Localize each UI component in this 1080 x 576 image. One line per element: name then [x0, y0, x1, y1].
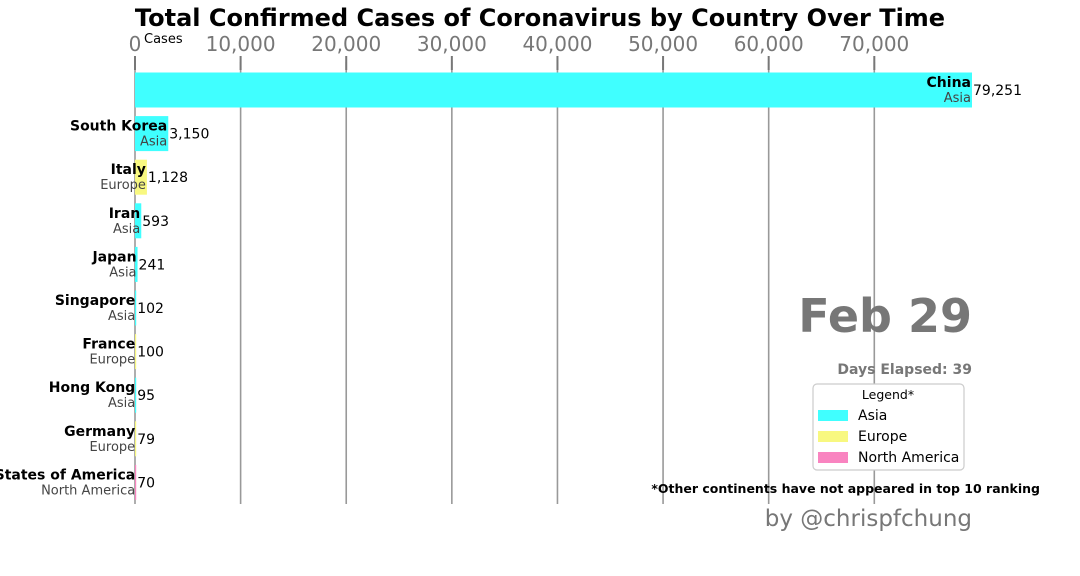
bar [135, 334, 137, 370]
date-label: Feb 29 [798, 289, 972, 343]
value-label: 1,128 [148, 170, 188, 186]
bar [135, 72, 972, 108]
continent-label: Asia [113, 222, 140, 237]
value-label: 593 [142, 214, 169, 230]
legend-swatch [818, 452, 848, 463]
continent-label: Europe [100, 178, 146, 193]
chart-title-text: Total Confirmed Cases of Coronavirus by … [134, 4, 946, 32]
country-label: Hong Kong [49, 380, 135, 396]
country-label: Singapore [55, 293, 135, 309]
legend-entry: Europe [858, 429, 907, 445]
x-tick-label: 20,000 [311, 32, 381, 56]
footnote: *Other continents have not appeared in t… [651, 481, 1040, 496]
legend-box [812, 383, 965, 471]
value-label: 102 [137, 301, 164, 317]
legend-entry: Asia [858, 408, 887, 424]
chart-title: Total Confirmed Cases of Coronavirus by … [0, 4, 1080, 32]
continent-label: Asia [108, 396, 135, 411]
bar [135, 421, 137, 457]
x-tick-label: 60,000 [734, 32, 804, 56]
continent-label: North America [41, 483, 135, 498]
bar [135, 290, 137, 326]
continent-label: Europe [89, 353, 135, 368]
country-label: France [82, 337, 135, 353]
x-tick-label: 30,000 [417, 32, 487, 56]
x-tick-label: 10,000 [206, 32, 276, 56]
x-tick-label: 40,000 [522, 32, 592, 56]
bar [135, 203, 142, 239]
country-label: Germany [64, 424, 135, 440]
credit: by @chrispfchung [765, 506, 972, 532]
bar [135, 116, 169, 152]
x-tick-label: 70,000 [839, 32, 909, 56]
x-tick-label: 0 [129, 32, 142, 56]
value-label: 100 [137, 345, 164, 361]
value-label: 95 [137, 388, 155, 404]
bar [135, 464, 137, 500]
continent-label: Europe [89, 440, 135, 455]
country-label: Iran [109, 206, 141, 222]
continent-label: Asia [944, 91, 971, 106]
x-axis-label: Cases [144, 32, 183, 47]
continent-label: Asia [140, 135, 167, 150]
country-label: South Korea [70, 119, 167, 135]
continent-label: Asia [108, 309, 135, 324]
legend-entry: North America [858, 450, 959, 466]
bar [135, 377, 137, 413]
bar [135, 159, 147, 195]
legend-title: Legend* [862, 387, 914, 402]
value-label: 79 [137, 432, 155, 448]
value-label: 241 [139, 257, 166, 273]
value-label: 79,251 [973, 83, 1022, 99]
bar [135, 246, 138, 282]
x-tick-label: 50,000 [628, 32, 698, 56]
days-elapsed: Days Elapsed: 39 [837, 362, 972, 378]
country-label: United States of America [0, 467, 135, 483]
value-label: 70 [137, 475, 155, 491]
country-label: China [927, 75, 971, 91]
value-label: 3,150 [169, 127, 209, 143]
legend-swatch [818, 431, 848, 442]
legend-swatch [818, 410, 848, 421]
continent-label: Asia [109, 265, 136, 280]
country-label: Italy [111, 162, 146, 178]
country-label: Japan [91, 249, 136, 265]
